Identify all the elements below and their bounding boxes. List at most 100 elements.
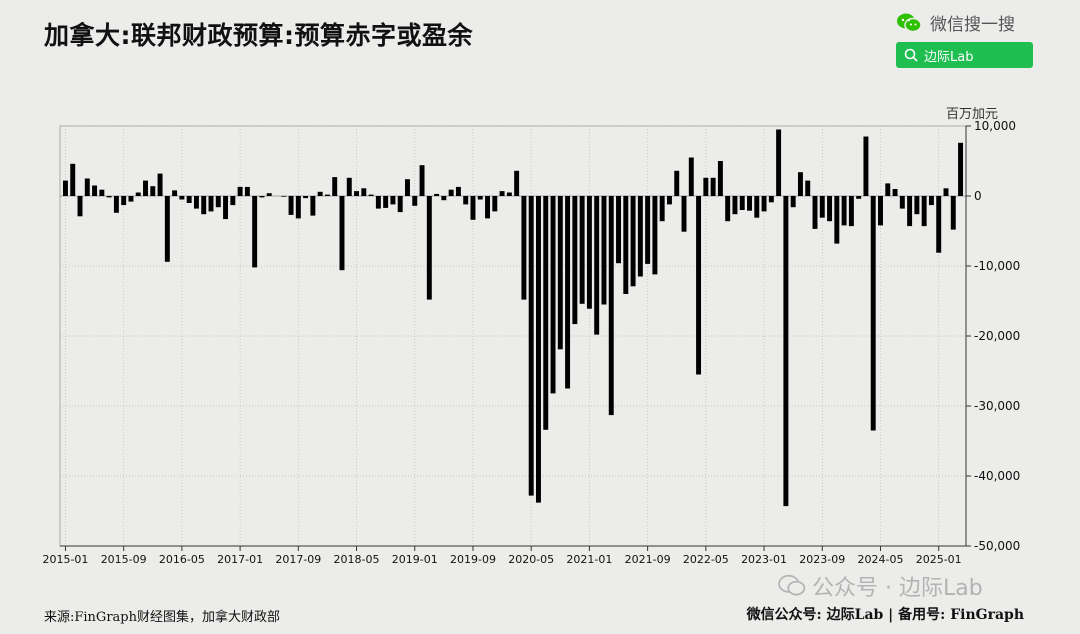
bar: [332, 177, 338, 196]
bar: [666, 196, 672, 205]
bar: [812, 196, 818, 229]
bar: [608, 196, 614, 416]
bar: [441, 196, 447, 201]
bar: [936, 196, 942, 253]
bar: [208, 196, 214, 212]
bar: [412, 196, 418, 206]
search-button-label: 边际Lab: [924, 49, 974, 65]
x-tick-label: 2018-05: [334, 553, 380, 566]
bar: [572, 196, 578, 325]
bar: [281, 196, 287, 197]
bar: [201, 196, 207, 215]
bar: [106, 196, 112, 198]
bar: [717, 161, 723, 196]
bar: [870, 196, 876, 431]
bar: [543, 196, 549, 430]
search-button[interactable]: 边际Lab: [896, 42, 1033, 68]
bar: [950, 196, 956, 230]
wechat-icon: [897, 13, 922, 32]
bar: [244, 186, 250, 196]
bar: [92, 185, 98, 196]
bar: [725, 196, 731, 222]
bar: [70, 163, 76, 196]
bar: [856, 196, 862, 199]
bar: [99, 189, 105, 196]
bar: [579, 196, 585, 304]
bar: [776, 129, 782, 196]
x-tick-label: 2021-01: [566, 553, 612, 566]
y-axis-unit-label: 百万加元: [946, 107, 998, 122]
bar: [259, 196, 265, 198]
bar: [747, 196, 752, 211]
bar: [317, 191, 323, 196]
wechat-search-logo[interactable]: 微信搜一搜: [896, 10, 1015, 35]
bar: [303, 196, 309, 199]
bar: [434, 193, 440, 196]
bar: [405, 179, 410, 196]
bar: [958, 142, 964, 196]
bar: [193, 196, 199, 209]
bar: [390, 196, 396, 205]
bar: [77, 196, 83, 217]
bar: [215, 196, 221, 208]
bar: [186, 196, 192, 203]
bar: [157, 173, 163, 196]
bar: [674, 170, 680, 196]
bar: [754, 196, 760, 218]
x-tick-label: 2019-01: [392, 553, 438, 566]
watermark-text: 公众号 · 边际Lab: [812, 576, 983, 601]
chart-title: 加拿大:联邦财政预算:预算赤字或盈余: [44, 21, 473, 50]
bar: [252, 196, 258, 268]
bar: [339, 196, 345, 271]
bar: [739, 196, 745, 210]
x-tick-label: 2015-09: [101, 553, 147, 566]
bar: [601, 196, 607, 305]
bar: [819, 196, 825, 218]
bar: [455, 186, 461, 196]
bar: [550, 196, 556, 394]
bar: [143, 180, 148, 196]
bar: [506, 192, 512, 196]
credit-note: 微信公众号: 边际Lab | 备用号: FinGraph: [746, 607, 1024, 623]
y-tick-label: -30,000: [974, 399, 1020, 413]
x-tick-label: 2017-09: [275, 553, 321, 566]
y-tick-label: -20,000: [974, 329, 1020, 343]
bar: [710, 177, 716, 196]
bar: [62, 180, 68, 196]
bar: [761, 196, 767, 212]
bar: [288, 196, 294, 215]
bar: [237, 186, 243, 196]
wechat-search-label: 微信搜一搜: [930, 15, 1015, 35]
bar: [346, 177, 352, 196]
bar: [645, 196, 651, 264]
bar: [485, 196, 491, 219]
bar: [223, 196, 229, 220]
y-tick-label: -50,000: [974, 539, 1020, 553]
bar: [681, 196, 687, 232]
bar: [477, 196, 483, 200]
bar: [310, 196, 316, 216]
bar: [928, 196, 934, 206]
bar: [652, 196, 658, 275]
bar: [230, 196, 236, 206]
watermark: 公众号 · 边际Lab: [778, 570, 983, 602]
bar: [630, 196, 636, 287]
bar: [914, 196, 920, 215]
bar: [594, 196, 600, 335]
bar: [324, 194, 330, 196]
x-tick-label: 2021-09: [625, 553, 671, 566]
bar: [535, 196, 541, 503]
x-tick-label: 2015-01: [42, 553, 88, 566]
bar: [375, 196, 381, 209]
bar: [164, 196, 170, 262]
bar: [521, 196, 527, 300]
y-tick-label: 10,000: [974, 119, 1016, 133]
bar: [892, 189, 898, 196]
bar: [616, 196, 621, 264]
bar: [805, 180, 811, 196]
bar: [128, 196, 134, 202]
y-tick-label: -40,000: [974, 469, 1020, 483]
y-tick-label: 0: [974, 189, 982, 203]
bar: [172, 190, 178, 196]
bar: [426, 196, 432, 300]
